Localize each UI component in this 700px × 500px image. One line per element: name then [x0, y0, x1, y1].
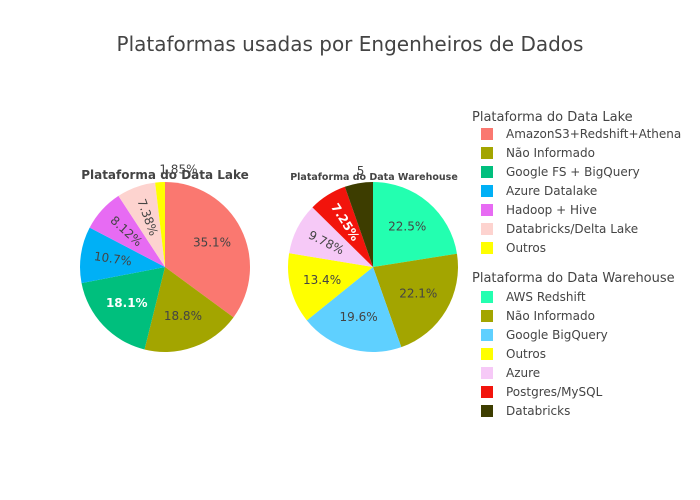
legend-swatch[interactable]: [481, 128, 493, 140]
slice-label: 35.1%: [193, 236, 231, 250]
legend-item-label[interactable]: AWS Redshift: [506, 290, 586, 304]
pie-slice: [89, 195, 165, 267]
legend-swatch[interactable]: [481, 310, 493, 322]
legend-item-label[interactable]: Não Informado: [506, 146, 595, 160]
pie-slice: [344, 182, 373, 267]
slice-label: 13.4%: [303, 273, 341, 287]
legend-swatch[interactable]: [481, 204, 493, 216]
slice-label: 1.85%: [159, 163, 197, 177]
pie-slice: [155, 182, 165, 267]
lake-pie-title: Plataforma do Data Lake: [81, 168, 249, 182]
slice-label: 5: [357, 164, 365, 178]
pie-slice: [165, 182, 251, 318]
pie-slice: [306, 267, 402, 353]
chart-title: Plataformas usadas por Engenheiros de Da…: [117, 32, 584, 56]
pie-slice: [288, 253, 373, 321]
legend-heading-warehouse: Plataforma do Data Warehouse: [472, 271, 675, 286]
pie-slice: [289, 207, 373, 267]
pie-slice: [118, 182, 165, 267]
legend-item-label[interactable]: Google FS + BigQuery: [506, 165, 640, 179]
legend-item-label[interactable]: Databricks/Delta Lake: [506, 222, 638, 236]
pie-slice: [312, 186, 373, 267]
pie-slice: [144, 267, 234, 352]
legend-item-label[interactable]: Databricks: [506, 404, 570, 418]
legend-item-label[interactable]: Azure Datalake: [506, 184, 597, 198]
legend-item-label[interactable]: Outros: [506, 347, 546, 361]
legend-swatch[interactable]: [481, 367, 493, 379]
lake-pie: 35.1%18.8%18.1%10.7%8.12%7.38%1.85%: [79, 163, 251, 352]
slice-label: 22.5%: [388, 219, 426, 233]
legend-item-label[interactable]: Postgres/MySQL: [506, 385, 603, 399]
pie-slice: [373, 182, 457, 267]
legend-item-label[interactable]: Azure: [506, 366, 540, 380]
pie-slice: [81, 267, 165, 350]
legend-item-label[interactable]: Outros: [506, 241, 546, 255]
legend-swatch[interactable]: [481, 405, 493, 417]
legend-item-label[interactable]: AmazonS3+Redshift+Athena: [506, 127, 681, 141]
slice-label: 18.8%: [164, 309, 202, 323]
warehouse-pie: 22.5%22.1%19.6%13.4%9.78%7.25%5: [288, 164, 458, 353]
legend-item-label[interactable]: Não Informado: [506, 309, 595, 323]
pie-slice: [373, 253, 458, 348]
legend-swatch[interactable]: [481, 386, 493, 398]
legend-swatch[interactable]: [481, 329, 493, 341]
legend-swatch[interactable]: [481, 348, 493, 360]
legend-item-label[interactable]: Hadoop + Hive: [506, 203, 597, 217]
slice-label: 10.7%: [93, 249, 133, 268]
legend-swatch[interactable]: [481, 291, 493, 303]
warehouse-pie-title: Plataforma do Data Warehouse: [290, 172, 458, 183]
slice-label: 22.1%: [399, 286, 437, 300]
legend-swatch[interactable]: [481, 166, 493, 178]
pie-slice: [79, 227, 165, 284]
legend: Plataforma do Data Lake AmazonS3+Redshif…: [472, 110, 681, 418]
legend-item-label[interactable]: Google BigQuery: [506, 328, 608, 342]
legend-swatch[interactable]: [481, 242, 493, 254]
slice-label: 19.6%: [340, 310, 378, 324]
legend-swatch[interactable]: [481, 223, 493, 235]
legend-swatch[interactable]: [481, 185, 493, 197]
legend-swatch[interactable]: [481, 147, 493, 159]
legend-heading-lake: Plataforma do Data Lake: [472, 110, 633, 125]
slice-label: 18.1%: [106, 296, 148, 310]
